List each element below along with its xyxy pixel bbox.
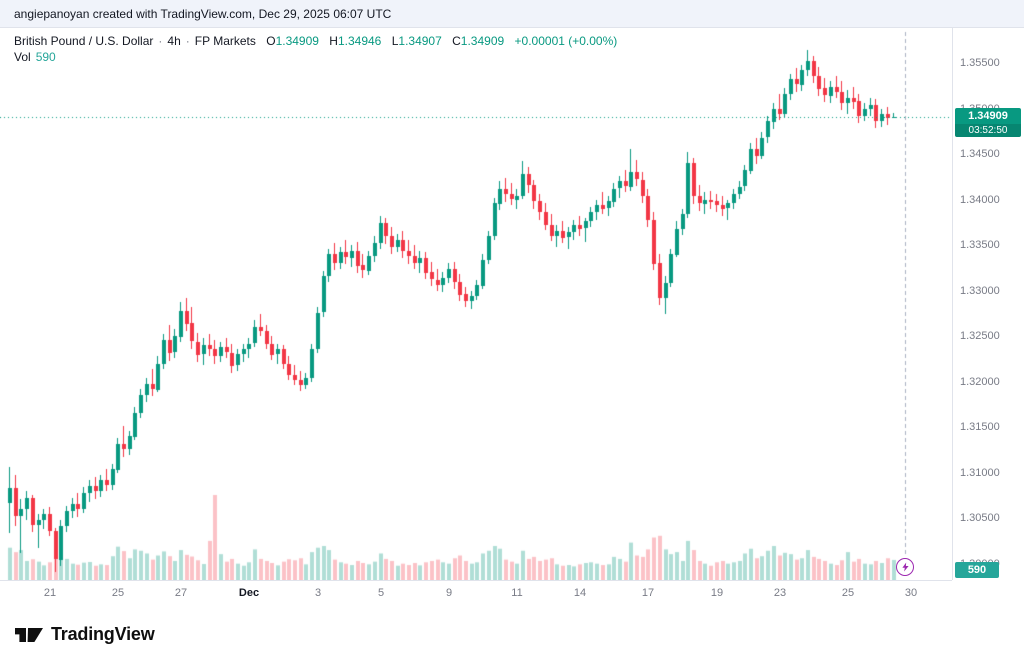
volume-value: 590 xyxy=(35,50,56,64)
current-price-value: 1.34909 xyxy=(968,109,1008,122)
price-axis-label: 1.31000 xyxy=(960,466,1000,479)
time-axis-label: 11 xyxy=(511,587,523,599)
volume-label[interactable]: Vol xyxy=(14,50,31,64)
time-axis-label: 3 xyxy=(314,587,322,599)
tradingview-logo-text: TradingView xyxy=(51,624,155,644)
time-axis-label: 17 xyxy=(641,587,655,599)
ohlc-high: H1.34946 xyxy=(329,34,382,48)
lightning-icon xyxy=(901,562,909,572)
price-axis-label: 1.33000 xyxy=(960,284,1000,297)
price-change: +0.00001 (+0.00%) xyxy=(514,34,618,48)
chart-legend: British Pound / U.S. Dollar · 4h · FP Market… xyxy=(14,33,617,65)
legend-volume-row: Vol 590 xyxy=(14,49,617,65)
time-axis-label: 25 xyxy=(841,587,855,599)
price-axis-label: 1.34500 xyxy=(960,148,1000,161)
ohlc-close: C1.34909 xyxy=(452,34,505,48)
time-axis-label: 30 xyxy=(904,587,918,599)
time-axis-label: 23 xyxy=(773,587,787,599)
price-axis-label: 1.35500 xyxy=(960,56,1000,69)
exchange-label[interactable]: FP Markets xyxy=(194,34,256,48)
footer: TradingView xyxy=(0,608,1024,661)
symbol-title[interactable]: British Pound / U.S. Dollar xyxy=(14,34,154,48)
legend-symbol-row: British Pound / U.S. Dollar · 4h · FP Market… xyxy=(14,33,617,49)
time-axis-label: 21 xyxy=(43,587,57,599)
time-axis-label: 19 xyxy=(710,587,724,599)
volume-badge: 590 xyxy=(955,562,999,578)
current-price-badge: 1.34909 03:52:50 xyxy=(955,107,1021,137)
price-axis[interactable]: 1.34909 03:52:50 590 1.355001.350001.345… xyxy=(952,28,1024,580)
time-axis-label: 25 xyxy=(111,587,125,599)
chart-area: British Pound / U.S. Dollar · 4h · FP Market… xyxy=(0,28,1024,608)
ohlc-low: L1.34907 xyxy=(391,34,442,48)
credit-text: angiepanoyan created with TradingView.co… xyxy=(14,7,392,21)
candlestick-chart-canvas[interactable] xyxy=(0,28,952,580)
event-marker[interactable] xyxy=(896,558,914,576)
price-axis-label: 1.32000 xyxy=(960,375,1000,388)
price-axis-label: 1.32500 xyxy=(960,330,1000,343)
time-axis-label: 5 xyxy=(377,587,385,599)
price-axis-label: 1.31500 xyxy=(960,421,1000,434)
time-axis-label: Dec xyxy=(238,587,260,599)
candle-countdown: 03:52:50 xyxy=(955,123,1021,137)
time-axis[interactable]: 21 25 27 Dec 3 5 9 11 14 17 19 23 25 30 xyxy=(0,580,952,608)
interval-label[interactable]: 4h xyxy=(167,34,181,48)
legend-separator: · xyxy=(185,34,190,48)
price-axis-label: 1.34000 xyxy=(960,193,1000,206)
time-axis-label: 27 xyxy=(174,587,188,599)
credit-bar: angiepanoyan created with TradingView.co… xyxy=(0,0,1024,28)
time-axis-label: 9 xyxy=(445,587,453,599)
tradingview-logo[interactable]: TradingView xyxy=(14,622,155,648)
tradingview-logo-icon xyxy=(15,627,43,642)
time-axis-label: 14 xyxy=(573,587,587,599)
price-axis-label: 1.30500 xyxy=(960,512,1000,525)
ohlc-open: O1.34909 xyxy=(266,34,319,48)
legend-separator: · xyxy=(158,34,163,48)
price-axis-label: 1.33500 xyxy=(960,239,1000,252)
